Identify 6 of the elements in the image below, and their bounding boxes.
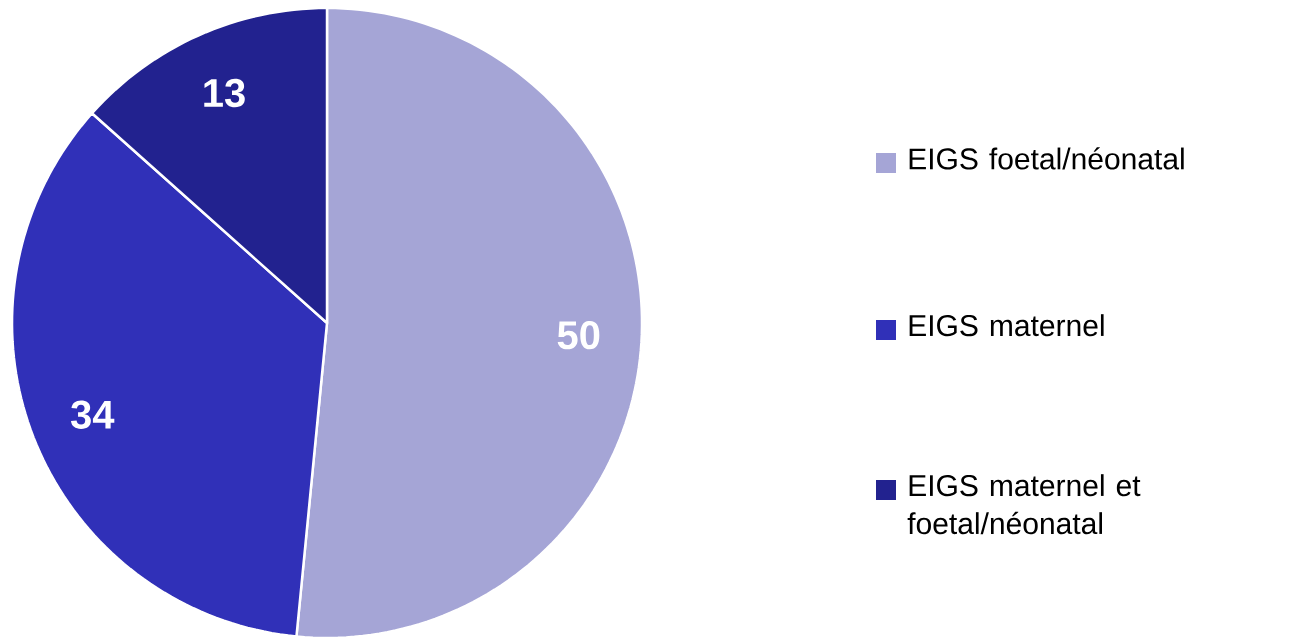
data-label: 34: [70, 400, 115, 429]
legend-label: EIGS maternel: [909, 314, 1104, 337]
legend-label: EIGS foetal/néonatal: [909, 147, 1184, 170]
data-label: 50: [557, 321, 600, 350]
data-label: 13: [204, 78, 245, 108]
legend-label: EIGS maternel et foetal/néonatal: [907, 474, 1141, 535]
